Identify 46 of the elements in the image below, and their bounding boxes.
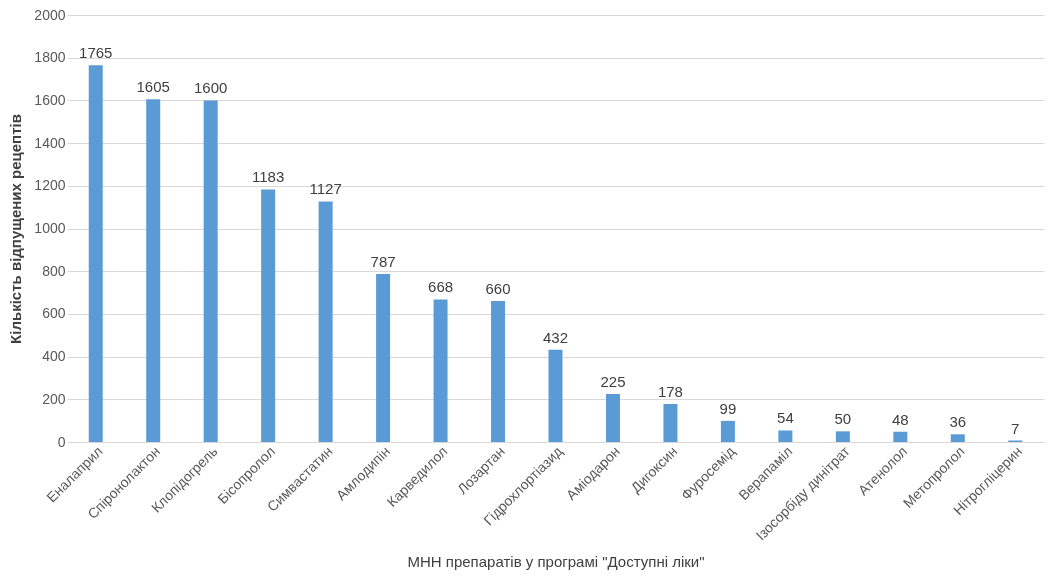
bar (778, 430, 793, 442)
bar (376, 273, 391, 442)
y-tick-label: 1400 (34, 134, 66, 151)
y-tick-label: 1200 (34, 177, 66, 194)
bar (203, 100, 218, 442)
y-tick-label: 400 (42, 348, 66, 365)
x-axis-title: МНН препаратів у програмі "Доступні ліки" (407, 553, 705, 571)
data-label: 50 (834, 410, 852, 428)
bar (663, 404, 678, 442)
data-label: 1600 (193, 79, 228, 97)
y-tick-label: 2000 (34, 6, 66, 23)
data-label: 1183 (252, 168, 285, 186)
bar (548, 349, 563, 442)
data-label: 178 (657, 383, 683, 400)
data-label: 54 (777, 409, 794, 427)
y-tick-label: 1000 (34, 220, 66, 236)
data-label: 99 (719, 399, 737, 417)
data-label: 1765 (79, 44, 113, 62)
y-axis-title: Кількість відпущених рецептів (7, 114, 25, 344)
y-tick-label: 0 (57, 433, 66, 450)
bar (88, 65, 103, 442)
data-label: 7 (1011, 419, 1020, 437)
data-label: 668 (428, 278, 454, 296)
bar (605, 393, 620, 442)
bar (433, 299, 448, 442)
bar (950, 434, 965, 442)
bar (893, 431, 908, 442)
y-tick-label: 800 (42, 262, 66, 279)
bar (835, 431, 850, 442)
data-label: 225 (600, 372, 626, 390)
bar (261, 189, 276, 442)
data-label: 787 (370, 252, 396, 270)
y-tick-label: 600 (42, 305, 66, 322)
bar (318, 201, 333, 442)
bar (146, 99, 161, 442)
data-label: 1127 (309, 180, 342, 198)
data-label: 432 (542, 328, 569, 346)
bar (491, 301, 506, 442)
bar (720, 420, 735, 442)
data-label: 36 (949, 413, 967, 431)
data-label: 1605 (136, 78, 170, 96)
data-label: 48 (891, 410, 909, 428)
y-tick-label: 1800 (34, 49, 66, 66)
y-tick-label: 200 (42, 390, 66, 407)
y-tick-label: 1600 (34, 91, 66, 108)
data-label: 660 (485, 280, 511, 298)
